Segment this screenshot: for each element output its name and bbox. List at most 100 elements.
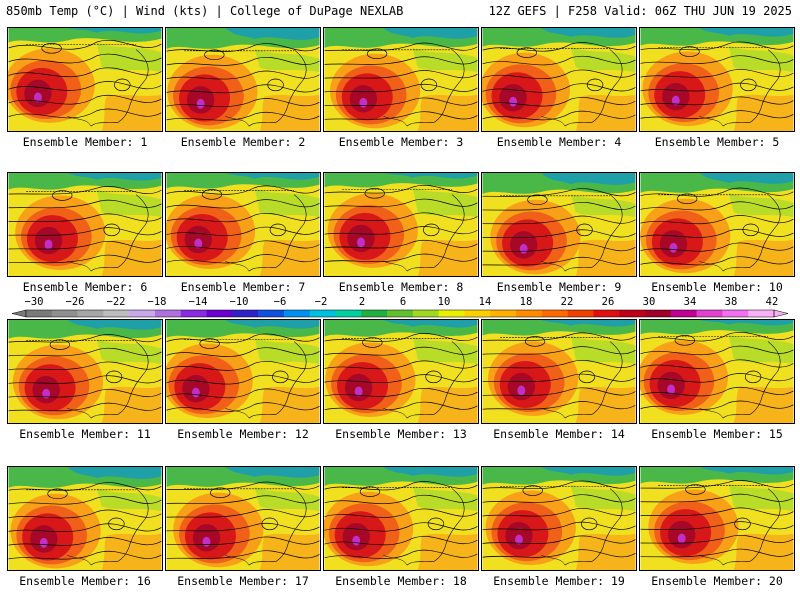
ensemble-member-map	[481, 466, 637, 571]
colorbar-segment	[77, 310, 104, 317]
ensemble-member-map	[639, 319, 795, 424]
colorbar-segment	[748, 310, 775, 317]
ensemble-member-label: Ensemble Member: 4	[496, 135, 622, 149]
colorbar-segment	[464, 310, 491, 317]
run-valid-time: 12Z GEFS | F258 Valid: 06Z THU JUN 19 20…	[488, 4, 792, 18]
ensemble-member-panel: Ensemble Member: 11	[7, 319, 163, 444]
ensemble-member-map	[323, 319, 479, 424]
colorbar-segment	[490, 310, 517, 317]
ensemble-member-label: Ensemble Member: 7	[180, 280, 306, 294]
ensemble-member-label: Ensemble Member: 11	[19, 427, 151, 441]
ensemble-member-map	[481, 172, 637, 277]
ensemble-member-label: Ensemble Member: 6	[22, 280, 148, 294]
ensemble-member-panel: Ensemble Member: 1	[7, 27, 163, 152]
colorbar-segment	[26, 310, 53, 317]
colorbar-tick-label: 34	[683, 296, 697, 308]
ensemble-member-map	[7, 319, 163, 424]
colorbar-tick-label: 22	[560, 296, 574, 308]
colorbar-tick-label: 26	[601, 296, 615, 308]
ensemble-member-map	[323, 27, 479, 132]
colorbar-segment	[722, 310, 749, 317]
colorbar-segment	[154, 310, 182, 317]
ensemble-member-panel: Ensemble Member: 15	[639, 319, 795, 444]
colorbar-segment	[335, 310, 362, 317]
ensemble-member-label: Ensemble Member: 15	[651, 427, 783, 441]
ensemble-member-panel: Ensemble Member: 16	[7, 466, 163, 591]
colorbar-tick-label: 6	[399, 296, 407, 308]
ensemble-member-panel: Ensemble Member: 3	[323, 27, 479, 152]
ensemble-member-panel: Ensemble Member: 20	[639, 466, 795, 591]
ensemble-member-panel: Ensemble Member: 13	[323, 319, 479, 444]
colorbar-segment	[412, 310, 439, 317]
ensemble-member-label: Ensemble Member: 20	[651, 574, 783, 588]
colorbar-tick-label: −26	[65, 296, 85, 308]
ensemble-member-map	[323, 172, 479, 277]
ensemble-member-map	[481, 27, 637, 132]
colorbar-tick-label: −10	[229, 296, 249, 308]
ensemble-member-map	[639, 172, 795, 277]
colorbar-segment	[541, 310, 568, 317]
ensemble-member-label: Ensemble Member: 2	[180, 135, 306, 149]
colorbar-segment	[387, 310, 414, 317]
chart-title: 850mb Temp (°C) | Wind (kts) | College o…	[6, 4, 404, 18]
ensemble-member-panel: Ensemble Member: 17	[165, 466, 321, 591]
ensemble-member-map	[165, 466, 321, 571]
colorbar-tick-label: 14	[478, 296, 492, 308]
colorbar-segment	[567, 310, 594, 317]
ensemble-member-label: Ensemble Member: 3	[338, 135, 464, 149]
colorbar-tick-label: 38	[724, 296, 738, 308]
colorbar-tick-label: 10	[437, 296, 451, 308]
ensemble-member-label: Ensemble Member: 9	[496, 280, 622, 294]
ensemble-member-panel: Ensemble Member: 19	[481, 466, 637, 591]
ensemble-member-panel: Ensemble Member: 8	[323, 172, 479, 297]
colorbar-segment	[258, 310, 285, 317]
ensemble-member-map	[481, 319, 637, 424]
colorbar-tick-label: 2	[358, 296, 366, 308]
ensemble-member-panel: Ensemble Member: 12	[165, 319, 321, 444]
colorbar-segment	[696, 310, 723, 317]
ensemble-member-map	[165, 172, 321, 277]
ensemble-member-label: Ensemble Member: 1	[22, 135, 148, 149]
ensemble-member-label: Ensemble Member: 16	[19, 574, 151, 588]
ensemble-member-map	[165, 319, 321, 424]
ensemble-member-panel: Ensemble Member: 2	[165, 27, 321, 152]
ensemble-member-label: Ensemble Member: 13	[335, 427, 467, 441]
colorbar-segment	[645, 310, 672, 317]
ensemble-member-label: Ensemble Member: 14	[493, 427, 625, 441]
ensemble-member-map	[7, 466, 163, 571]
colorbar-tick-label: −30	[24, 296, 44, 308]
ensemble-member-label: Ensemble Member: 12	[177, 427, 309, 441]
ensemble-member-label: Ensemble Member: 19	[493, 574, 625, 588]
ensemble-member-map	[639, 27, 795, 132]
colorbar-segment	[283, 310, 311, 317]
colorbar-segment	[206, 310, 233, 317]
colorbar-segment	[516, 310, 543, 317]
colorbar-tick-label: 42	[765, 296, 779, 308]
ensemble-member-panel: Ensemble Member: 14	[481, 319, 637, 444]
ensemble-member-panel: Ensemble Member: 18	[323, 466, 479, 591]
colorbar-segment	[129, 310, 156, 317]
colorbar-segment	[361, 310, 388, 317]
colorbar-segment	[619, 310, 646, 317]
colorbar-segment	[309, 310, 336, 317]
ensemble-member-map	[7, 172, 163, 277]
ensemble-member-map	[639, 466, 795, 571]
ensemble-member-panel: Ensemble Member: 7	[165, 172, 321, 297]
ensemble-member-map	[7, 27, 163, 132]
colorbar-segment	[180, 310, 207, 317]
colorbar-tick-label: −2	[314, 296, 328, 308]
colorbar-tick-label: −14	[188, 296, 208, 308]
colorbar-tick-label: −6	[273, 296, 287, 308]
ensemble-member-panel: Ensemble Member: 4	[481, 27, 637, 152]
ensemble-member-label: Ensemble Member: 18	[335, 574, 467, 588]
ensemble-member-map	[323, 466, 479, 571]
colorbar-segment	[51, 310, 78, 317]
temperature-colorbar: −30 −26 −22 −18 −14 −10 −6 −2 2 6 10 14 18 22 26 30 34 38…	[12, 296, 788, 320]
colorbar-segment	[438, 310, 465, 317]
ensemble-member-label: Ensemble Member: 17	[177, 574, 309, 588]
ensemble-member-map	[165, 27, 321, 132]
colorbar-scale	[12, 309, 788, 318]
colorbar-segment	[232, 310, 259, 317]
ensemble-member-label: Ensemble Member: 10	[651, 280, 783, 294]
colorbar-tick-labels: −30 −26 −22 −18 −14 −10 −6 −2 2 6 10 14 18 22 26 30 34 38…	[12, 296, 788, 308]
